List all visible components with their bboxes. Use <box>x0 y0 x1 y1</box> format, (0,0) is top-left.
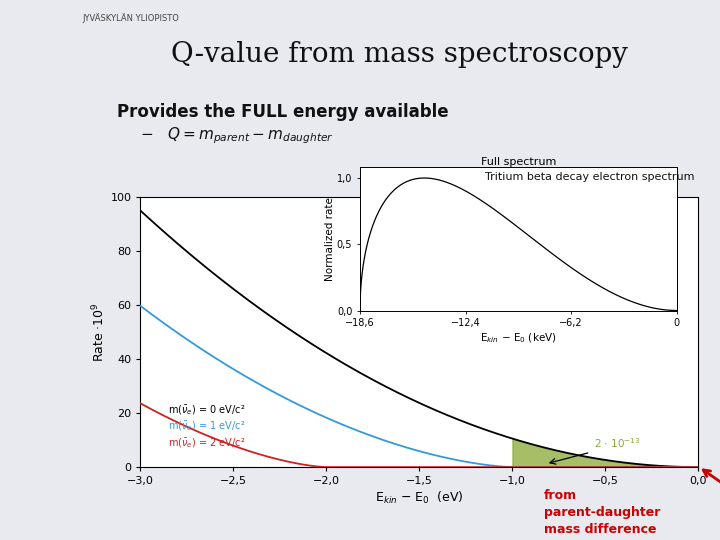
Text: from
parent-daughter
mass difference: from parent-daughter mass difference <box>544 489 660 536</box>
X-axis label: E$_{kin}$ − E$_0$  (eV): E$_{kin}$ − E$_0$ (eV) <box>375 490 464 507</box>
Text: m($\bar{\nu}_e$) = 2 eV/c²: m($\bar{\nu}_e$) = 2 eV/c² <box>168 436 246 450</box>
Y-axis label: Rate ·10$^9$: Rate ·10$^9$ <box>91 302 107 362</box>
Text: Q-value from mass spectroscopy: Q-value from mass spectroscopy <box>171 40 628 68</box>
Text: m($\bar{\nu}_e$) = 0 eV/c²: m($\bar{\nu}_e$) = 0 eV/c² <box>168 403 246 417</box>
Title: Full spectrum: Full spectrum <box>481 157 556 167</box>
Text: 2 $\cdot$ 10$^{-13}$: 2 $\cdot$ 10$^{-13}$ <box>594 436 641 449</box>
Text: m($\bar{\nu}_e$) = 1 eV/c²: m($\bar{\nu}_e$) = 1 eV/c² <box>168 420 246 434</box>
Text: Tritium beta decay electron spectrum: Tritium beta decay electron spectrum <box>485 172 695 182</box>
Text: Provides the FULL energy available: Provides the FULL energy available <box>117 103 449 121</box>
Text: $-\quad Q = m_{parent} - m_{daughter}$: $-\quad Q = m_{parent} - m_{daughter}$ <box>140 126 334 146</box>
Text: JYVÄSKYLÄN YLIOPISTO: JYVÄSKYLÄN YLIOPISTO <box>83 14 180 23</box>
Y-axis label: Normalized rate: Normalized rate <box>325 197 336 281</box>
X-axis label: E$_{kin}$ − E$_0$ (keV): E$_{kin}$ − E$_0$ (keV) <box>480 331 557 345</box>
